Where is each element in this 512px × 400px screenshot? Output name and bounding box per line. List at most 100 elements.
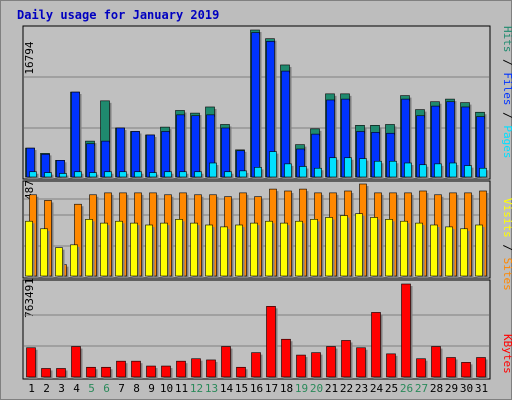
svg-text:Hits / Files: Hits / Files / Pages (501, 26, 512, 159)
kbytes-bar (341, 340, 351, 378)
x-tick-label: 16 (250, 382, 263, 395)
visits-bar (415, 222, 423, 277)
pages-bar (224, 171, 232, 178)
pages-bar (434, 163, 442, 178)
pages-bar (464, 165, 472, 178)
x-tick-label: 5 (88, 382, 95, 395)
x-tick-label: 29 (445, 382, 458, 395)
kbytes-bar (371, 312, 381, 378)
visits-bar (430, 224, 438, 277)
visits-bar (235, 224, 243, 277)
files-bar (281, 70, 290, 178)
visits-bar (250, 222, 258, 277)
pages-bar (74, 171, 82, 178)
pages-bar (44, 172, 52, 178)
visits-bar (295, 220, 303, 277)
pages-bar (179, 171, 187, 178)
pages-bar (479, 167, 487, 178)
x-tick-label: 10 (160, 382, 173, 395)
x-tick-label: 30 (460, 382, 473, 395)
pages-bar (164, 171, 172, 178)
visits-bar (460, 228, 468, 277)
visits-bar (115, 220, 123, 277)
top-ymax-label: 16794 (23, 41, 36, 74)
pages-bar (374, 160, 382, 178)
x-tick-label: 11 (175, 382, 188, 395)
visits-bar (280, 222, 288, 277)
kbytes-bar (26, 347, 36, 378)
visits-bar (400, 220, 408, 277)
kbytes-bar (386, 353, 396, 378)
visits-bar (25, 220, 33, 277)
pages-bar (239, 170, 247, 178)
visits-bar (265, 220, 273, 277)
pages-bar (104, 171, 112, 178)
visits-bar (145, 224, 153, 277)
x-tick-label: 4 (73, 382, 80, 395)
kbytes-bar (401, 283, 411, 378)
visits-bar (220, 226, 228, 277)
svg-text:Visits / Sites: Visits / Sites (501, 198, 512, 291)
visits-bar (85, 219, 93, 277)
files-bar (161, 131, 170, 178)
pages-bar (119, 171, 127, 178)
right-label-sep3: / (501, 244, 512, 257)
files-bar (86, 143, 95, 178)
kbytes-bar (356, 347, 366, 378)
kbytes-bar (236, 366, 246, 378)
visits-bar (325, 217, 333, 277)
x-tick-label: 23 (355, 382, 368, 395)
right-label-hits: Hits (501, 26, 512, 53)
pages-bar (299, 166, 307, 178)
x-tick-label: 24 (370, 382, 384, 395)
pages-bar (329, 157, 337, 178)
right-label-visits: Visits (501, 198, 512, 238)
kbytes-bar (326, 346, 336, 378)
x-tick-label: 21 (325, 382, 338, 395)
kbytes-bar (161, 365, 171, 378)
right-label-pages: Pages (501, 125, 512, 158)
kbytes-bar (221, 346, 231, 378)
files-bar (191, 115, 200, 178)
right-label-sep1: / (501, 59, 512, 72)
files-bar (251, 32, 260, 178)
chart-title: Daily usage for January 2019 (17, 8, 219, 22)
x-tick-label: 14 (220, 382, 234, 395)
visits-bar (130, 222, 138, 277)
kbytes-bar (101, 366, 111, 378)
pages-bar (269, 151, 277, 178)
pages-bar (254, 167, 262, 178)
x-tick-label: 3 (58, 382, 65, 395)
right-label-files: Files (501, 72, 512, 105)
visits-bar (160, 222, 168, 277)
pages-bar (389, 160, 397, 178)
visits-bar (175, 219, 183, 277)
kbytes-bar (71, 346, 81, 378)
x-tick-label: 26 (400, 382, 413, 395)
kbytes-bar (191, 358, 201, 378)
pages-bar (149, 172, 157, 178)
visits-bar (100, 222, 108, 277)
pages-bar (209, 162, 217, 178)
x-tick-label: 17 (265, 382, 278, 395)
kbytes-bar (281, 338, 291, 378)
kbytes-bar (56, 368, 66, 378)
x-tick-label: 18 (280, 382, 293, 395)
x-tick-label: 12 (190, 382, 203, 395)
kbytes-bar (446, 357, 456, 378)
kbytes-bar (86, 366, 96, 378)
kbytes-bar (146, 365, 156, 378)
x-tick-label: 25 (385, 382, 398, 395)
kbytes-bar (251, 352, 261, 378)
x-tick-label: 7 (118, 382, 125, 395)
visits-bar (475, 224, 483, 277)
visits-bar (310, 219, 318, 277)
x-tick-label: 13 (205, 382, 218, 395)
x-tick-label: 9 (148, 382, 155, 395)
kbytes-bar (461, 362, 471, 378)
x-tick-label: 28 (430, 382, 443, 395)
files-bar (131, 131, 140, 178)
x-tick-label: 19 (295, 382, 308, 395)
right-label-sites: Sites (501, 258, 512, 291)
x-tick-label: 1 (28, 382, 35, 395)
